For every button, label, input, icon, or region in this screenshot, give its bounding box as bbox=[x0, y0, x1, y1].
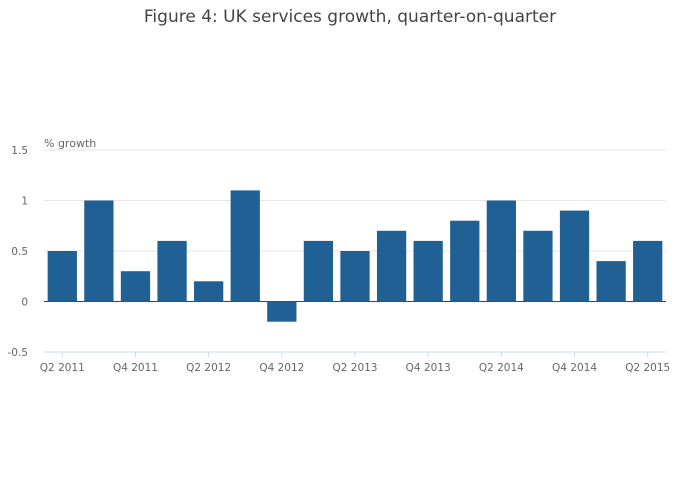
bar bbox=[47, 251, 77, 302]
bar bbox=[303, 240, 334, 302]
bar bbox=[523, 230, 553, 302]
x-tick-label: Q4 2013 bbox=[406, 362, 451, 374]
bar bbox=[376, 230, 407, 302]
x-tick-label: Q2 2012 bbox=[186, 362, 231, 374]
bar bbox=[596, 261, 626, 302]
y-tick-label: 1 bbox=[21, 196, 28, 208]
bar bbox=[120, 271, 151, 302]
bar bbox=[84, 200, 114, 302]
x-tick-label: Q2 2011 bbox=[40, 362, 85, 374]
x-tick-label: Q2 2015 bbox=[625, 362, 670, 374]
bars bbox=[47, 190, 663, 322]
y-axis-label: % growth bbox=[44, 137, 96, 150]
chart-title: Figure 4: UK services growth, quarter-on… bbox=[143, 7, 557, 27]
y-tick-label: 0.5 bbox=[11, 246, 28, 258]
bar bbox=[559, 210, 590, 302]
x-axis: Q2 2011 Q4 2011 Q2 2012 Q4 2012 Q2 2013 Q4 20… bbox=[40, 351, 670, 374]
bar bbox=[340, 251, 370, 302]
bar bbox=[230, 190, 260, 302]
y-tick-label: -0.5 bbox=[8, 347, 29, 359]
x-tick-label: Q4 2012 bbox=[259, 362, 304, 374]
x-tick-label: Q4 2014 bbox=[552, 362, 597, 374]
bar bbox=[450, 220, 480, 302]
y-tick-labels: -0.5 0 0.5 1 1.5 bbox=[8, 145, 29, 359]
y-tick-label: 0 bbox=[21, 297, 28, 309]
bar bbox=[486, 200, 516, 302]
x-tick-label: Q2 2013 bbox=[332, 362, 377, 374]
y-tick-label: 1.5 bbox=[11, 145, 28, 157]
bar bbox=[633, 240, 663, 302]
bar bbox=[194, 281, 224, 302]
bar bbox=[157, 240, 187, 302]
x-tick-label: Q2 2014 bbox=[479, 362, 524, 374]
x-tick-label: Q4 2011 bbox=[113, 362, 158, 374]
bar bbox=[267, 301, 297, 322]
bar bbox=[413, 240, 443, 302]
